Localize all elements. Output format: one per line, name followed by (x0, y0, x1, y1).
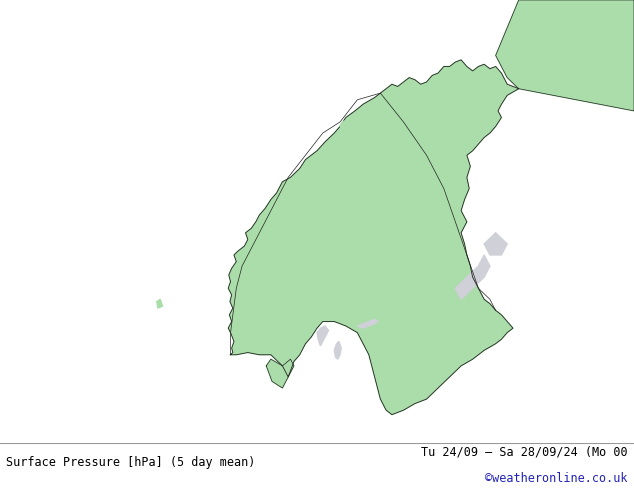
Polygon shape (496, 0, 634, 111)
Polygon shape (455, 255, 490, 299)
Polygon shape (340, 120, 352, 128)
Text: ©weatheronline.co.uk: ©weatheronline.co.uk (485, 472, 628, 485)
Polygon shape (266, 359, 294, 388)
Polygon shape (317, 326, 328, 346)
Polygon shape (252, 259, 257, 266)
Text: Tu 24/09 – Sa 28/09/24 (Mo 00: Tu 24/09 – Sa 28/09/24 (Mo 00 (421, 446, 628, 459)
Polygon shape (484, 233, 507, 255)
Text: Surface Pressure [hPa] (5 day mean): Surface Pressure [hPa] (5 day mean) (6, 457, 256, 469)
Polygon shape (334, 342, 341, 359)
Polygon shape (358, 319, 378, 328)
Polygon shape (228, 60, 519, 415)
Polygon shape (157, 299, 162, 308)
